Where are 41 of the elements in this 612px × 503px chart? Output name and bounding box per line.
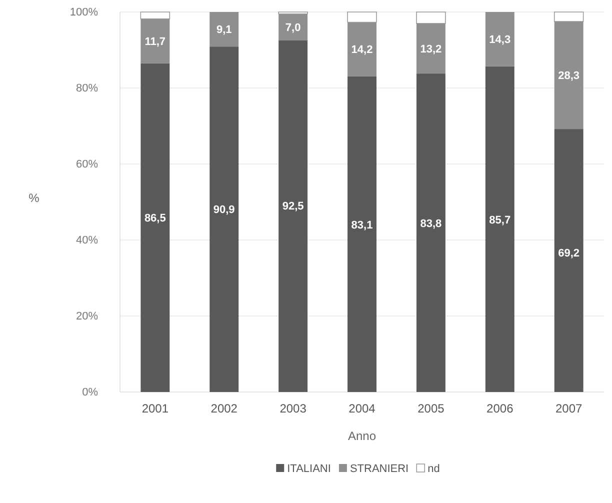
data-label: 83,1 [351,219,373,232]
y-tick-label: 60% [76,158,98,171]
data-label: 28,3 [558,70,580,82]
x-tick-label: 2001 [142,402,169,416]
legend-label: ITALIANI [287,463,331,475]
x-axis-title: Anno [348,429,376,443]
x-tick-label: 2003 [280,402,307,416]
x-tick-label: 2005 [418,402,445,416]
data-label: 11,7 [144,36,166,48]
data-label: 69,2 [558,247,580,260]
data-label: 92,5 [282,200,304,213]
y-axis-title: % [28,191,40,205]
bar [554,129,584,392]
bar [485,12,514,66]
data-label: 9,1 [216,24,232,36]
data-label: 14,2 [351,44,373,56]
y-tick-label: 100% [70,6,98,19]
y-tick-label: 40% [76,234,98,247]
data-label: 85,7 [489,214,511,226]
legend-label: STRANIERI [350,463,409,475]
legend-label: nd [428,463,440,475]
y-tick-label: 80% [76,82,98,95]
x-tick-label: 2004 [348,402,376,416]
y-tick-label: 20% [76,310,98,323]
data-label: 14,3 [489,34,511,46]
bar [348,76,376,392]
data-label: 7,0 [285,22,301,34]
x-tick-label: 2007 [555,402,583,416]
data-label: 83,8 [420,218,442,230]
bar [140,63,170,392]
bar [210,46,239,392]
x-tick-label: 2006 [486,402,514,416]
data-label: 90,9 [213,204,235,216]
bar [278,40,308,392]
bar [485,66,514,392]
bar [210,12,239,47]
bar [416,74,446,392]
data-label: 86,5 [144,212,166,225]
data-label: 13,2 [420,43,442,56]
y-tick-label: 0% [82,386,98,399]
x-tick-label: 2002 [210,402,238,416]
